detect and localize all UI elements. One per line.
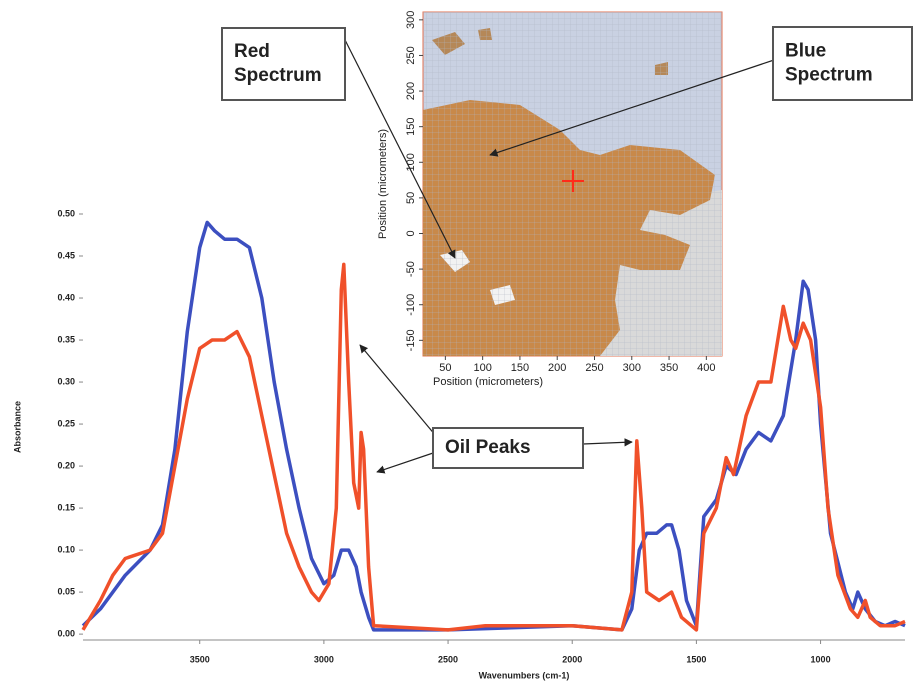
x-axis-label: Wavenumbers (cm-1) bbox=[479, 670, 570, 680]
x-tick-label: 350 bbox=[660, 362, 678, 374]
x-tick-label: 2500 bbox=[438, 654, 458, 664]
y-tick-label: 0.45 bbox=[57, 250, 75, 260]
y-tick-label: -100 bbox=[405, 294, 417, 316]
x-tick-label: 400 bbox=[697, 362, 715, 374]
y-tick-label: 0.50 bbox=[57, 208, 75, 218]
y-tick-label: 0 bbox=[405, 230, 417, 236]
arrow bbox=[377, 452, 436, 472]
annotation-box bbox=[222, 28, 345, 100]
x-tick-label: 1500 bbox=[686, 654, 706, 664]
y-tick-label: -150 bbox=[405, 329, 417, 351]
arrow bbox=[583, 442, 632, 444]
y-tick-label: 0.30 bbox=[57, 376, 75, 386]
y-axis-label: Absorbance bbox=[12, 401, 22, 453]
y-tick-label: 0.35 bbox=[57, 334, 75, 344]
x-axis-label: Position (micrometers) bbox=[433, 376, 543, 388]
y-tick-label: 200 bbox=[405, 82, 417, 100]
arrow bbox=[360, 345, 436, 436]
annotation-text: Blue bbox=[785, 41, 826, 62]
x-tick-label: 150 bbox=[511, 362, 529, 374]
x-tick-label: 300 bbox=[623, 362, 641, 374]
y-tick-label: 300 bbox=[405, 11, 417, 29]
y-tick-label: 0.40 bbox=[57, 292, 75, 302]
y-tick-label: 50 bbox=[405, 192, 417, 204]
annotation-text: Spectrum bbox=[234, 65, 322, 86]
x-tick-label: 2000 bbox=[562, 654, 582, 664]
x-tick-label: 100 bbox=[473, 362, 491, 374]
y-tick-label: 0.15 bbox=[57, 502, 75, 512]
y-tick-label: 250 bbox=[405, 46, 417, 64]
y-tick-label: 0.25 bbox=[57, 418, 75, 428]
y-tick-label: 0.05 bbox=[57, 586, 75, 596]
annotation-text: Red bbox=[234, 41, 270, 62]
x-tick-label: 3500 bbox=[190, 654, 210, 664]
y-tick-label: 0.00 bbox=[57, 628, 75, 638]
y-tick-label: 150 bbox=[405, 117, 417, 135]
annotation-text: Oil Peaks bbox=[445, 437, 531, 458]
figure: 0.00 0.05 0.10 0.15 0.20 0.25 0.30 0.35 0.40 0.45… bbox=[0, 0, 919, 684]
x-tick-label: 3000 bbox=[314, 654, 334, 664]
annotation-box bbox=[773, 27, 912, 100]
y-tick-label: -50 bbox=[405, 261, 417, 277]
y-tick-label: 0.10 bbox=[57, 544, 75, 554]
y-tick-label: 0.20 bbox=[57, 460, 75, 470]
x-tick-label: 50 bbox=[439, 362, 451, 374]
x-tick-label: 200 bbox=[548, 362, 566, 374]
annotation-text: Spectrum bbox=[785, 65, 873, 86]
y-axis-label: Position (micrometers) bbox=[377, 129, 389, 239]
x-tick-label: 250 bbox=[585, 362, 603, 374]
x-tick-label: 1000 bbox=[811, 654, 831, 664]
